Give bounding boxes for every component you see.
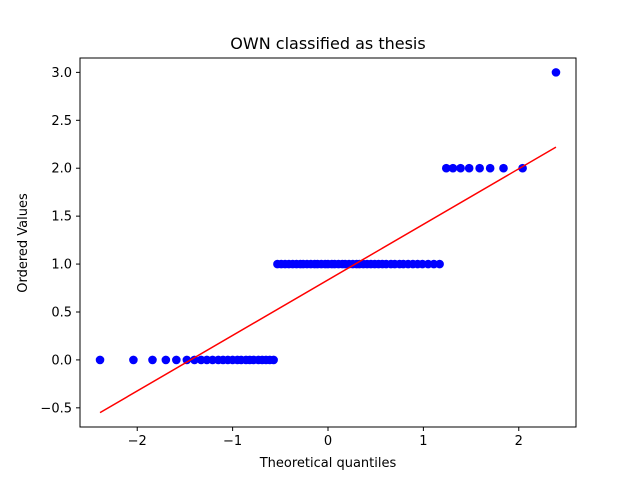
data-point (464, 163, 474, 173)
data-point (435, 259, 444, 269)
data-point (172, 355, 181, 365)
data-point (129, 355, 138, 365)
data-point (551, 68, 561, 77)
data-point (269, 355, 278, 365)
y-tick-label: 1.0 (51, 258, 72, 273)
y-tick-label: −0.5 (40, 401, 72, 416)
data-point (182, 355, 192, 365)
chart-title: OWN classified as thesis (230, 34, 425, 53)
y-axis-label: Ordered Values (16, 193, 31, 293)
data-point (475, 163, 484, 173)
y-tick-label: 2.0 (51, 162, 72, 177)
y-axis: −0.5 0.0 0.5 1.0 1.5 2.0 2.5 3.0 (40, 66, 80, 416)
data-point (448, 163, 458, 173)
x-tick-label: −2 (128, 434, 147, 449)
fit-line (99, 146, 557, 414)
x-axis: −2 −1 0 1 2 (128, 427, 523, 449)
y-tick-label: 2.5 (51, 114, 72, 129)
data-point (161, 355, 171, 365)
x-tick-label: 2 (515, 434, 523, 449)
y-tick-label: 3.0 (51, 66, 72, 81)
x-tick-label: −1 (223, 434, 242, 449)
x-axis-label: Theoretical quantiles (259, 456, 397, 471)
x-tick-label: 0 (324, 434, 332, 449)
data-point (456, 163, 465, 173)
y-tick-label: 1.5 (51, 210, 72, 225)
data-point (95, 355, 105, 365)
x-tick-label: 1 (419, 434, 427, 449)
data-point (148, 355, 157, 365)
plot-frame (79, 57, 577, 428)
plot-area (79, 57, 577, 428)
y-tick-label: 0.0 (51, 353, 72, 368)
data-point (190, 355, 199, 365)
y-tick-label: 0.5 (51, 305, 72, 320)
data-point (485, 163, 495, 173)
data-point (441, 163, 451, 173)
data-point (499, 163, 508, 173)
